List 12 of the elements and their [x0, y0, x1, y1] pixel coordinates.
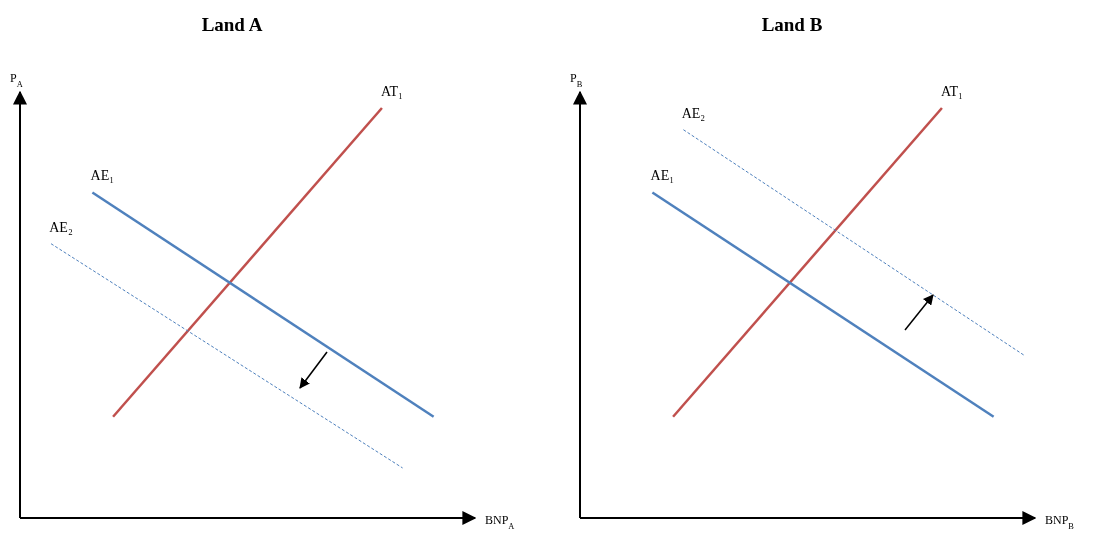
- chart-title: Land A: [201, 14, 263, 35]
- series-label: AT₁: [940, 84, 963, 99]
- series-label: AE₁: [650, 168, 675, 184]
- x-axis-title: BNP$_{B}$: [1045, 513, 1075, 531]
- chart-title: Land B: [761, 14, 823, 35]
- x-axis-title: BNP$_{A}$: [485, 513, 515, 531]
- series-label: AE₁: [90, 168, 115, 184]
- y-axis-title: P$_{A}$: [10, 71, 23, 89]
- series-label: AE₂: [681, 105, 706, 121]
- series-label: AT₁: [380, 84, 403, 99]
- y-axis-title: P$_{B}$: [570, 71, 583, 89]
- series-label: AE₂: [49, 219, 73, 235]
